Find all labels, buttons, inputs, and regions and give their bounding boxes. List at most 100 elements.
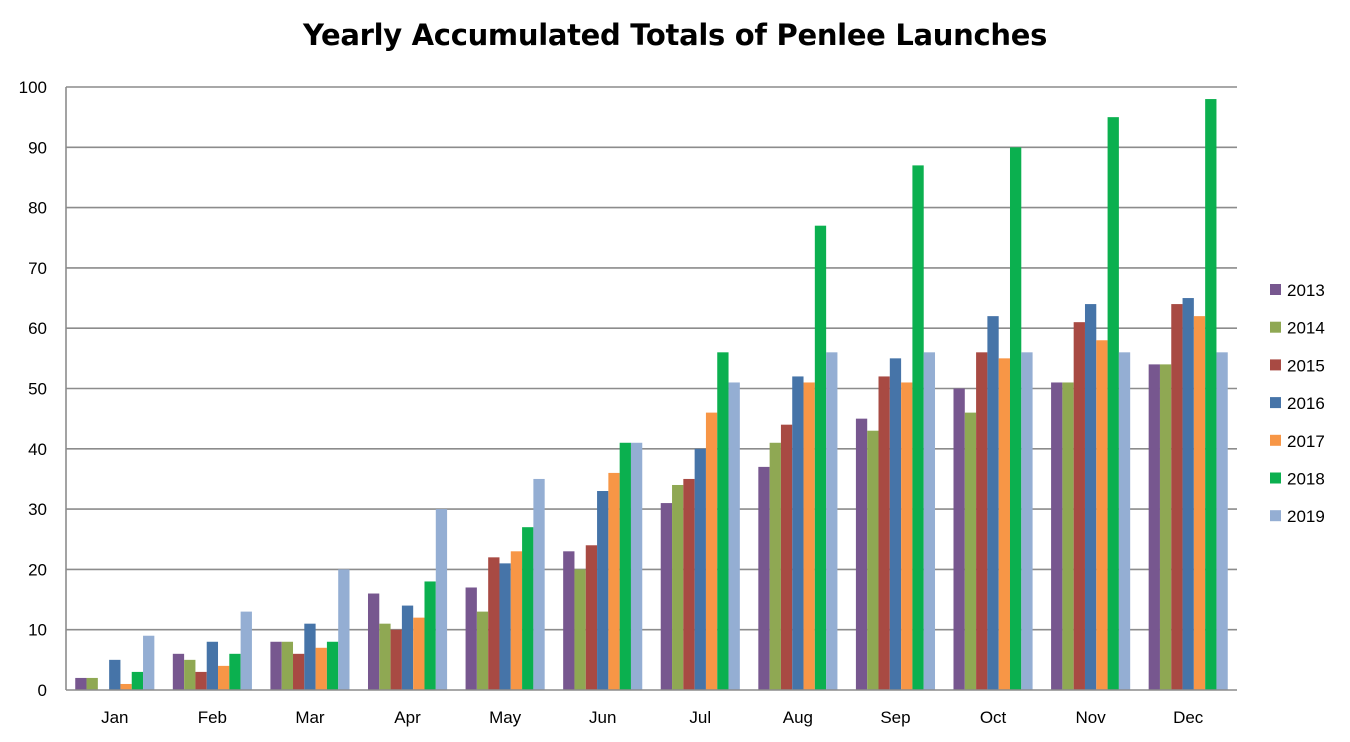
bar-2018-jun — [619, 442, 631, 690]
bar-2016-oct — [987, 316, 999, 690]
bar-2019-jan — [143, 635, 155, 690]
bar-2018-sep — [912, 165, 924, 690]
bar-2018-apr — [424, 581, 436, 690]
bar-2017-dec — [1193, 316, 1206, 690]
bar-2017-jun — [608, 472, 620, 690]
bar-2014-feb — [184, 659, 196, 690]
bar-2018-mar — [326, 641, 339, 690]
bar-2015-nov — [1073, 322, 1085, 690]
bar-2014-jul — [672, 484, 684, 690]
bar-2019-sep — [923, 352, 936, 690]
y-tick-label: 90 — [28, 138, 47, 157]
bar-2016-mar — [304, 623, 316, 690]
bar-2018-feb — [229, 653, 241, 690]
bar-2016-may — [499, 563, 511, 690]
bar-2016-feb — [206, 641, 219, 690]
bar-2019-nov — [1118, 352, 1131, 690]
y-tick-label: 100 — [19, 78, 47, 97]
x-tick-label: Sep — [880, 708, 910, 727]
bar-2013-sep — [855, 418, 868, 690]
bar-2019-jun — [630, 442, 643, 690]
bar-2017-aug — [803, 382, 815, 690]
bar-2017-jul — [705, 412, 718, 690]
bar-2017-mar — [315, 647, 327, 690]
bar-2013-aug — [758, 466, 770, 690]
bar-2017-jan — [120, 683, 132, 690]
chart-title: Yearly Accumulated Totals of Penlee Laun… — [302, 18, 1048, 52]
legend-swatch-2013 — [1270, 284, 1281, 295]
bar-2014-mar — [281, 641, 294, 690]
bar-2013-oct — [953, 388, 965, 690]
legend: 2013 2014 2015 2016 2017 2018 2019 — [1270, 281, 1325, 526]
gridlines — [66, 86, 1237, 631]
bar-2015-jun — [585, 545, 598, 690]
x-tick-label: Aug — [783, 708, 813, 727]
bar-2017-may — [510, 551, 523, 690]
bar-2017-apr — [413, 617, 425, 690]
bar-2019-jul — [728, 382, 740, 690]
bar-2013-nov — [1051, 382, 1063, 690]
bar-2015-apr — [390, 629, 402, 690]
legend-label: 2019 — [1287, 507, 1325, 526]
bar-2015-oct — [976, 352, 988, 690]
bar-2016-sep — [889, 358, 902, 690]
bar-2018-jul — [717, 352, 729, 690]
x-tick-label: Jul — [689, 708, 711, 727]
y-tick-label: 30 — [28, 500, 47, 519]
bar-2017-feb — [218, 665, 230, 690]
bar-2015-feb — [195, 671, 207, 690]
bars — [75, 99, 1228, 691]
bar-2016-jun — [597, 491, 609, 690]
axes — [65, 87, 1237, 691]
x-tick-label: Feb — [198, 708, 227, 727]
legend-swatch-2015 — [1270, 359, 1281, 371]
bar-2014-may — [476, 611, 489, 690]
bar-2014-jan — [86, 677, 98, 690]
bar-2016-jul — [694, 448, 706, 690]
bar-2014-nov — [1062, 382, 1074, 690]
bar-2015-mar — [293, 653, 305, 690]
x-tick-label: Apr — [394, 708, 421, 727]
bar-2017-sep — [901, 382, 913, 690]
bar-2016-jan — [109, 659, 121, 690]
bar-2014-apr — [379, 623, 391, 690]
x-tick-label: Jun — [589, 708, 616, 727]
bar-2013-feb — [172, 653, 185, 690]
x-tick-label: Mar — [295, 708, 325, 727]
bar-2019-apr — [435, 509, 448, 690]
bar-2014-sep — [867, 430, 879, 690]
bar-2018-may — [522, 527, 534, 690]
bar-2017-nov — [1096, 340, 1108, 690]
bar-2018-jan — [131, 671, 144, 690]
y-tick-label: 20 — [28, 560, 47, 579]
legend-swatch-2017 — [1270, 434, 1281, 446]
bar-2019-feb — [240, 611, 252, 690]
bar-2014-jun — [574, 569, 586, 690]
x-tick-label: Dec — [1173, 708, 1204, 727]
legend-swatch-2014 — [1270, 321, 1281, 333]
bar-2014-oct — [964, 412, 977, 690]
bar-2017-oct — [998, 358, 1010, 690]
bar-2015-aug — [780, 424, 793, 690]
x-tick-labels: Jan Feb Mar Apr May Jun Jul Aug Sep Oct Nov Dec — [101, 708, 1204, 727]
bar-2016-nov — [1084, 304, 1097, 690]
bar-2015-sep — [878, 376, 890, 690]
legend-label: 2015 — [1287, 356, 1325, 375]
bar-2019-dec — [1216, 352, 1228, 690]
bar-2015-jul — [683, 478, 695, 690]
legend-swatch-2016 — [1270, 397, 1281, 409]
bar-2018-dec — [1205, 99, 1217, 690]
bar-2013-jul — [660, 503, 673, 690]
bar-2016-aug — [792, 376, 804, 690]
legend-label: 2014 — [1287, 319, 1325, 338]
bar-2014-dec — [1159, 364, 1172, 690]
y-tick-label: 70 — [28, 259, 47, 278]
bar-2016-dec — [1182, 298, 1194, 690]
bar-2016-apr — [401, 605, 414, 690]
legend-label: 2018 — [1287, 470, 1325, 489]
bar-2018-nov — [1107, 117, 1119, 690]
y-tick-labels: 0 10 20 30 40 50 60 70 80 90 100 — [19, 78, 47, 700]
bar-2018-aug — [814, 225, 827, 690]
bar-2019-oct — [1021, 352, 1033, 690]
